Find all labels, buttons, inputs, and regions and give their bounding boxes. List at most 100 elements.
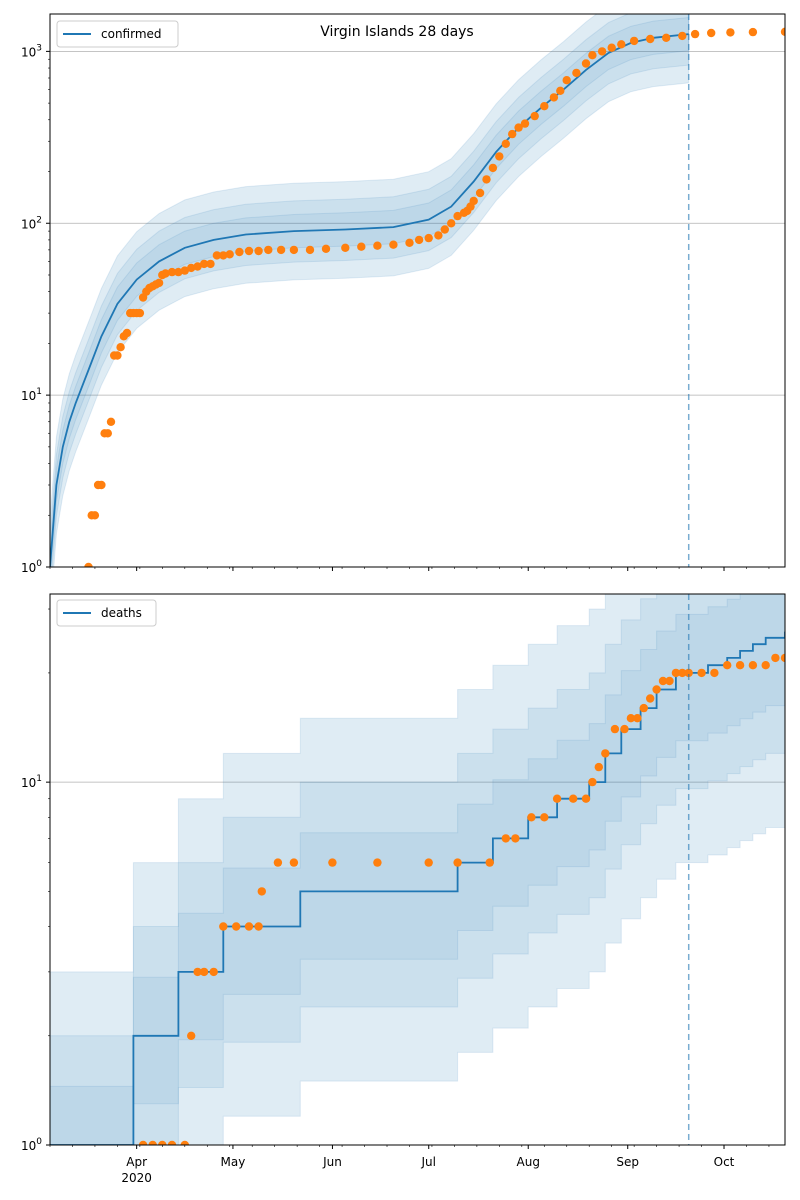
x-tick-label: May (221, 1155, 246, 1169)
confirmed-model-line (50, 33, 689, 567)
deaths-observed-point (254, 922, 263, 931)
confirmed-observed-point (187, 263, 196, 273)
deaths-observed-point (626, 714, 636, 723)
y-tick-label: 101 (21, 774, 42, 790)
confirmed-observed-point (357, 242, 366, 251)
deaths-observed-point (684, 668, 693, 678)
deaths-observed-point (633, 714, 642, 723)
deaths-observed-point (219, 922, 228, 931)
deaths-observed-point (601, 749, 610, 758)
deaths-observed-point (652, 685, 661, 694)
confirmed-observed-point (572, 68, 581, 78)
x-tick-sublabel: 2020 (121, 1171, 152, 1185)
deaths-observed-point (527, 813, 536, 822)
confirmed-observed-point (482, 175, 491, 184)
confirmed-observed-point (453, 211, 462, 221)
deaths-observed-point (232, 922, 241, 931)
deaths-observed-point (257, 887, 266, 896)
confirmed-observed-point (225, 250, 234, 259)
deaths-axes-frame (49, 593, 786, 1146)
deaths-observed-point (453, 858, 462, 867)
deaths-observed-point (761, 661, 770, 670)
deaths-observed-point (723, 661, 732, 670)
deaths-observed-point (273, 858, 283, 867)
x-tick-label: Apr (126, 1155, 147, 1169)
deaths-observed-point (780, 653, 785, 663)
confirmed-observed-point (135, 308, 145, 318)
confirmed-observed-point (607, 43, 616, 52)
deaths-observed-point (665, 676, 674, 686)
confirmed-observed-point (84, 562, 93, 567)
deaths-observed-point (748, 661, 758, 670)
deaths-observed-point (620, 724, 629, 734)
confirmed-observed-point (556, 86, 565, 96)
confirmed-observed-point (414, 235, 424, 245)
deaths-observed-point (658, 676, 668, 686)
confirmed-observed-point (549, 93, 559, 102)
deaths-observed-point (209, 967, 218, 977)
confirmed-observed-point (629, 36, 639, 46)
confirmed-observed-point (289, 245, 299, 255)
deaths-observed-point (187, 1031, 196, 1041)
confirmed-observed-point (501, 139, 510, 148)
confirmed-observed-point (154, 278, 164, 288)
legend-box (56, 599, 157, 627)
confirmed-observed-point (161, 269, 170, 278)
confirmed-observed-point (617, 40, 626, 49)
deaths-observed-point (424, 858, 433, 867)
confirmed-legend: confirmed (56, 20, 179, 48)
confirmed-observed-point (597, 47, 607, 56)
confirmed-observed-point (530, 111, 539, 121)
deaths-observed-point (138, 1140, 148, 1145)
confirmed-observed-point (488, 163, 498, 173)
confirmed-observed-point (707, 28, 716, 38)
deaths-observed-point (328, 858, 337, 867)
confirmed-observed-point (90, 511, 100, 520)
confirmed-axes-frame (49, 13, 786, 568)
y-tick-label: 102 (21, 215, 42, 231)
deaths-observed-point (581, 794, 591, 803)
deaths-uncertainty-band (50, 594, 785, 1145)
deaths-observed-point (167, 1140, 177, 1145)
confirmed-observed-point (373, 241, 382, 250)
deaths-observed-point (569, 794, 578, 803)
confirmed-observed-point (424, 233, 433, 243)
confirmed-panel: 100 101 102 103 Virgin Islands 28 days conf… (21, 13, 786, 575)
confirmed-observed-point (264, 245, 273, 255)
confirmed-observed-point (174, 267, 183, 277)
deaths-observed-point (697, 668, 706, 678)
legend-box (56, 20, 179, 48)
confirmed-observed-point (219, 251, 228, 260)
deaths-observed-point (373, 858, 382, 867)
confirmed-observed-point (662, 33, 671, 42)
confirmed-observed-point (434, 231, 443, 240)
confirmed-observed-point (212, 251, 222, 260)
confirmed-observed-point (726, 28, 735, 37)
confirmed-observed-point (193, 262, 202, 271)
confirmed-observed-point (475, 188, 485, 198)
confirmed-observed-point (520, 119, 530, 128)
x-tick-label: Jul (420, 1155, 435, 1169)
confirmed-observed-point (341, 243, 350, 252)
deaths-observed-point (148, 1140, 157, 1145)
deaths-observed-point (511, 834, 520, 843)
confirmed-observed-point (447, 219, 456, 228)
chart-title: Virgin Islands 28 days (320, 24, 473, 40)
deaths-observed-point (158, 1140, 167, 1145)
deaths-observed-point (735, 661, 745, 670)
confirmed-observed-point (103, 429, 113, 438)
confirmed-observed-point (244, 246, 254, 256)
confirmed-observed-point (199, 259, 209, 269)
deaths-observed-point (180, 1140, 189, 1145)
x-tick-label: Aug (517, 1155, 540, 1169)
deaths-observed-point (639, 703, 648, 713)
confirmed-observed-point (276, 245, 286, 255)
confirmed-observed-point (321, 244, 331, 253)
deaths-observed-point (552, 794, 562, 803)
confirmed-observed-point (748, 27, 758, 37)
confirmed-uncertainty-band (50, 14, 690, 567)
confirmed-observed-point (254, 246, 263, 256)
confirmed-observed-point (562, 76, 571, 85)
deaths-observed-point (289, 858, 299, 867)
